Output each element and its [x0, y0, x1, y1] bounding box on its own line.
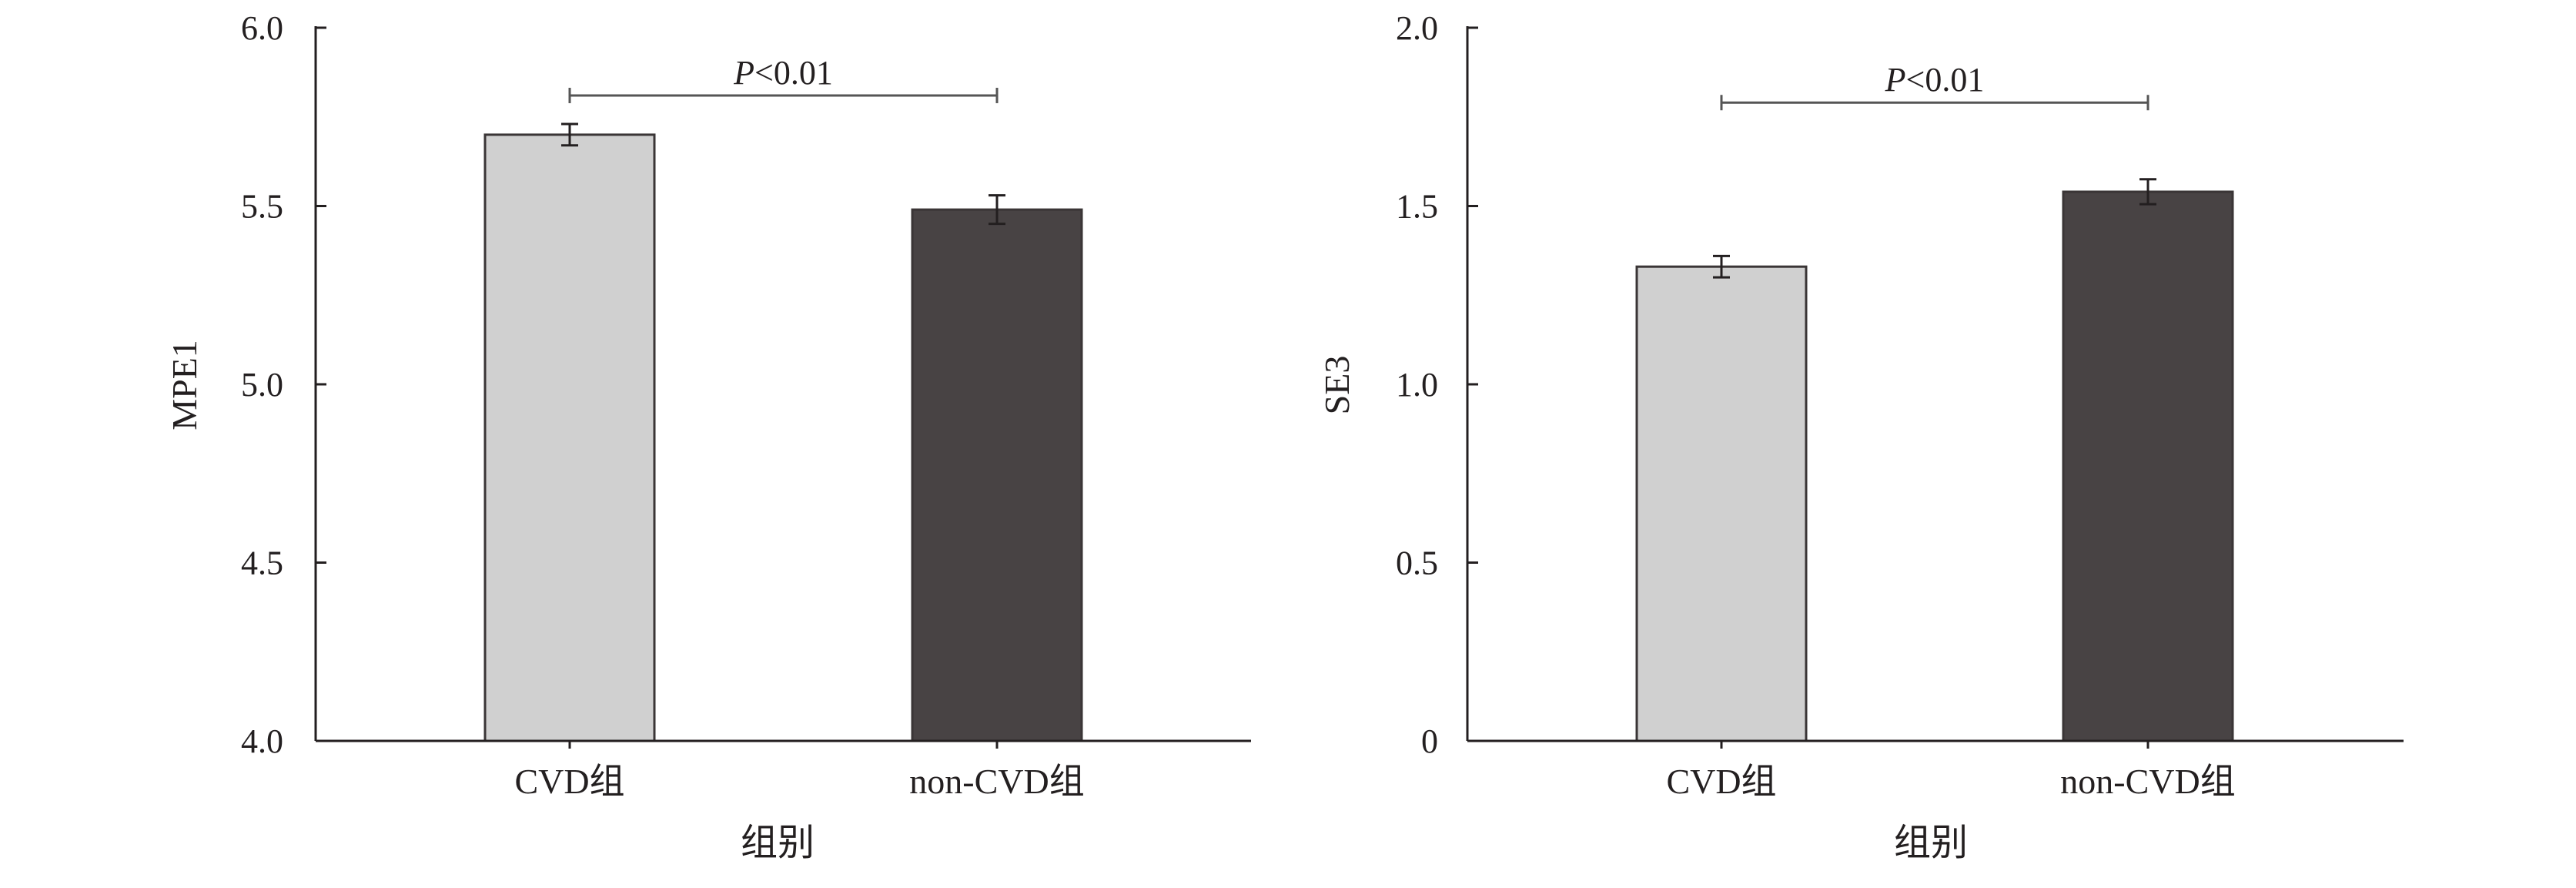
- p-value: <0.01: [754, 54, 833, 92]
- y-tick-label: 6.0: [241, 9, 283, 47]
- y-axis-label: MPE1: [165, 340, 204, 431]
- bar: [2062, 190, 2234, 742]
- category-label: CVD组: [1666, 762, 1776, 801]
- x-axis-label: 组别: [1894, 823, 1968, 863]
- y-tick-label: 5.0: [241, 366, 283, 404]
- p-symbol: P: [1885, 61, 1906, 99]
- y-tick-label: 0.5: [1396, 545, 1438, 582]
- bar: [1635, 265, 1808, 742]
- x-axis-label: 组别: [741, 823, 815, 863]
- category-label: non-CVD组: [2060, 762, 2235, 801]
- y-tick-label: 5.5: [241, 188, 283, 226]
- significance-label: P<0.01: [733, 54, 833, 92]
- y-tick-label: 4.0: [241, 722, 283, 760]
- bar: [911, 208, 1083, 742]
- p-value: <0.01: [1906, 61, 1985, 99]
- y-tick-label: 0: [1421, 722, 1438, 760]
- category-label: CVD组: [514, 762, 624, 801]
- p-symbol: P: [733, 54, 754, 92]
- bar: [483, 133, 656, 742]
- y-tick-label: 1.5: [1396, 188, 1438, 226]
- y-tick-label: 2.0: [1396, 9, 1438, 47]
- y-tick-label: 1.0: [1396, 366, 1438, 404]
- category-label: non-CVD组: [909, 762, 1084, 801]
- y-axis-label: SE3: [1317, 356, 1357, 415]
- significance-label: P<0.01: [1885, 61, 1985, 99]
- y-tick-label: 4.5: [241, 545, 283, 582]
